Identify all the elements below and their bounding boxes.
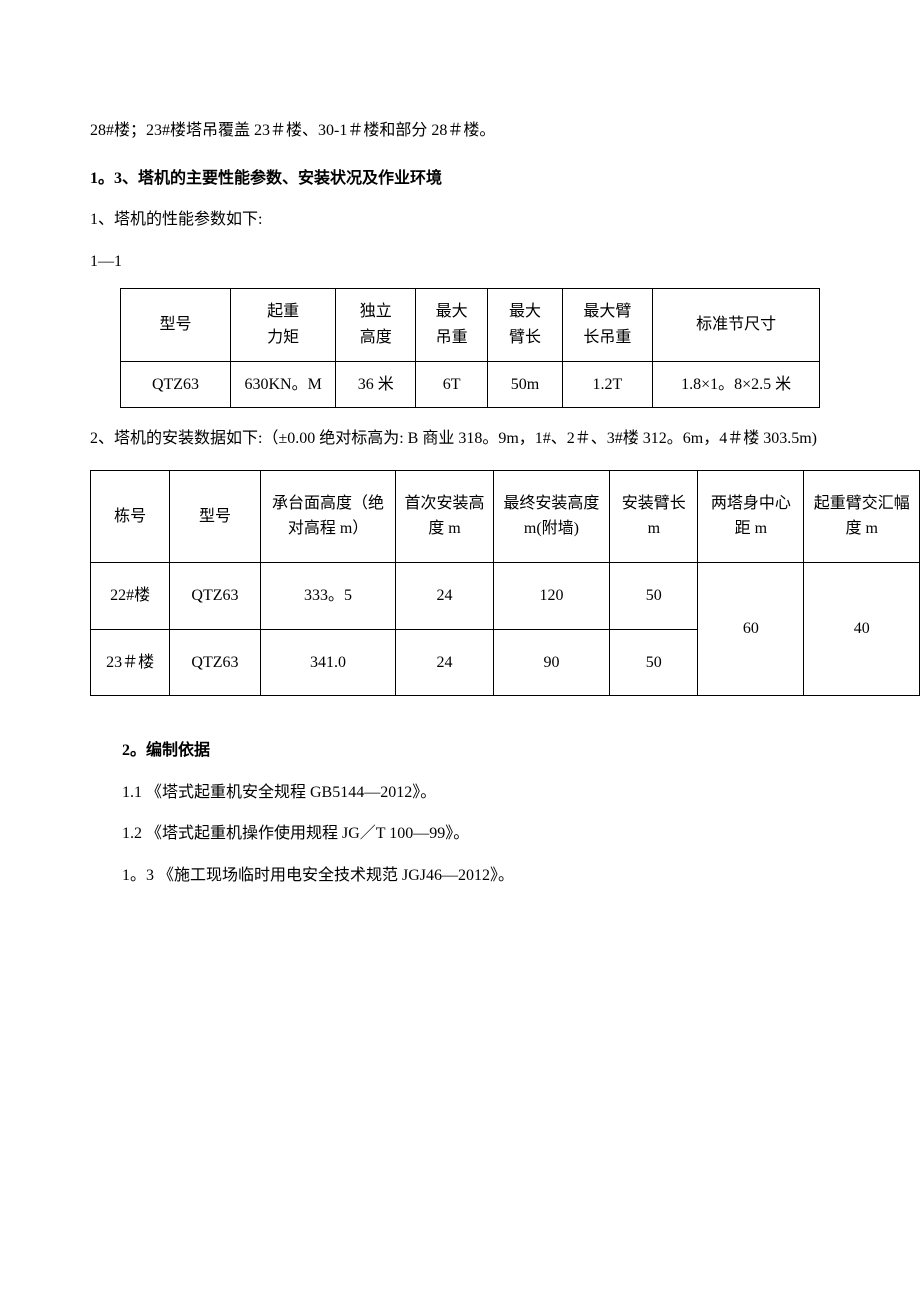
col-section: 标准节尺寸 <box>653 289 820 361</box>
cell: 120 <box>493 562 610 629</box>
col-center-dist: 两塔身中心距 m <box>698 470 804 562</box>
opening-line: 28#楼；23#楼塔吊覆盖 23＃楼、30-1＃楼和部分 28＃楼。 <box>90 110 830 152</box>
col-arm-len: 安装臂长 m <box>610 470 698 562</box>
cell-text: 高度 <box>360 329 392 346</box>
cell-text: 吊重 <box>436 329 468 346</box>
cell-text: 型号 <box>159 316 191 333</box>
col-maxlift: 最大 吊重 <box>416 289 488 361</box>
cell: 22#楼 <box>91 562 170 629</box>
cell: QTZ63 <box>170 562 260 629</box>
col-maxarm: 最大 臂长 <box>488 289 562 361</box>
section-1-3b: 2、塔机的安装数据如下:（±0.00 绝对标高为: B 商业 318。9m，1#… <box>90 418 830 460</box>
col-final-h: 最终安装高度 m(附墙) <box>493 470 610 562</box>
table1-label: 1—1 <box>90 241 830 283</box>
cell: 630KN。M <box>230 361 335 408</box>
section-2-heading: 2。编制依据 <box>90 730 830 772</box>
col-first-h: 首次安装高度 m <box>396 470 493 562</box>
cell-text: 最大 <box>509 303 541 320</box>
cell: 1.8×1。8×2.5 米 <box>653 361 820 408</box>
cell: 50 <box>610 629 698 696</box>
col-maxarmload: 最大臂 长吊重 <box>562 289 653 361</box>
cell: 50 <box>610 562 698 629</box>
cell-merged: 60 <box>698 562 804 695</box>
cell-text: 独立 <box>360 303 392 320</box>
cell: 1.2T <box>562 361 653 408</box>
cell: 36 米 <box>336 361 416 408</box>
ref-item-1: 1.1 《塔式起重机安全规程 GB5144—2012》。 <box>90 772 830 814</box>
cell: 50m <box>488 361 562 408</box>
col-overlap: 起重臂交汇幅度 m <box>804 470 920 562</box>
cell: 341.0 <box>260 629 396 696</box>
ref-item-2: 1.2 《塔式起重机操作使用规程 JG／T 100—99》。 <box>90 813 830 855</box>
cell-text: 最大臂 <box>583 303 631 320</box>
col-pedestal: 承台面高度（绝对高程 m） <box>260 470 396 562</box>
col-moment: 起重 力矩 <box>230 289 335 361</box>
cell-text: 长吊重 <box>583 329 631 346</box>
col-building: 栋号 <box>91 470 170 562</box>
cell-merged: 40 <box>804 562 920 695</box>
cell-text: 最大 <box>436 303 468 320</box>
section-1-3-intro: 1、塔机的性能参数如下: <box>90 199 830 241</box>
cell: 90 <box>493 629 610 696</box>
cell: 24 <box>396 629 493 696</box>
col-model: 型号 <box>170 470 260 562</box>
table-row: 型号 起重 力矩 独立 高度 最大 吊重 最大 臂长 最大臂 长吊重 <box>121 289 820 361</box>
table-install: 栋号 型号 承台面高度（绝对高程 m） 首次安装高度 m 最终安装高度 m(附墙… <box>90 470 920 696</box>
table-specs: 型号 起重 力矩 独立 高度 最大 吊重 最大 臂长 最大臂 长吊重 <box>120 288 820 408</box>
col-model: 型号 <box>121 289 231 361</box>
cell: 23＃楼 <box>91 629 170 696</box>
table-row: 栋号 型号 承台面高度（绝对高程 m） 首次安装高度 m 最终安装高度 m(附墙… <box>91 470 920 562</box>
cell-text: 标准节尺寸 <box>696 316 776 333</box>
cell: 6T <box>416 361 488 408</box>
cell: QTZ63 <box>170 629 260 696</box>
table-row: QTZ63 630KN。M 36 米 6T 50m 1.2T 1.8×1。8×2… <box>121 361 820 408</box>
col-height: 独立 高度 <box>336 289 416 361</box>
cell: 24 <box>396 562 493 629</box>
cell-text: 力矩 <box>267 329 299 346</box>
cell-text: 起重 <box>267 303 299 320</box>
section-1-3-heading: 1。3、塔机的主要性能参数、安装状况及作业环境 <box>90 158 830 200</box>
table-row: 22#楼 QTZ63 333。5 24 120 50 60 40 <box>91 562 920 629</box>
ref-item-3: 1。3 《施工现场临时用电安全技术规范 JGJ46—2012》。 <box>90 855 830 897</box>
cell-text: 臂长 <box>509 329 541 346</box>
cell: QTZ63 <box>121 361 231 408</box>
cell: 333。5 <box>260 562 396 629</box>
